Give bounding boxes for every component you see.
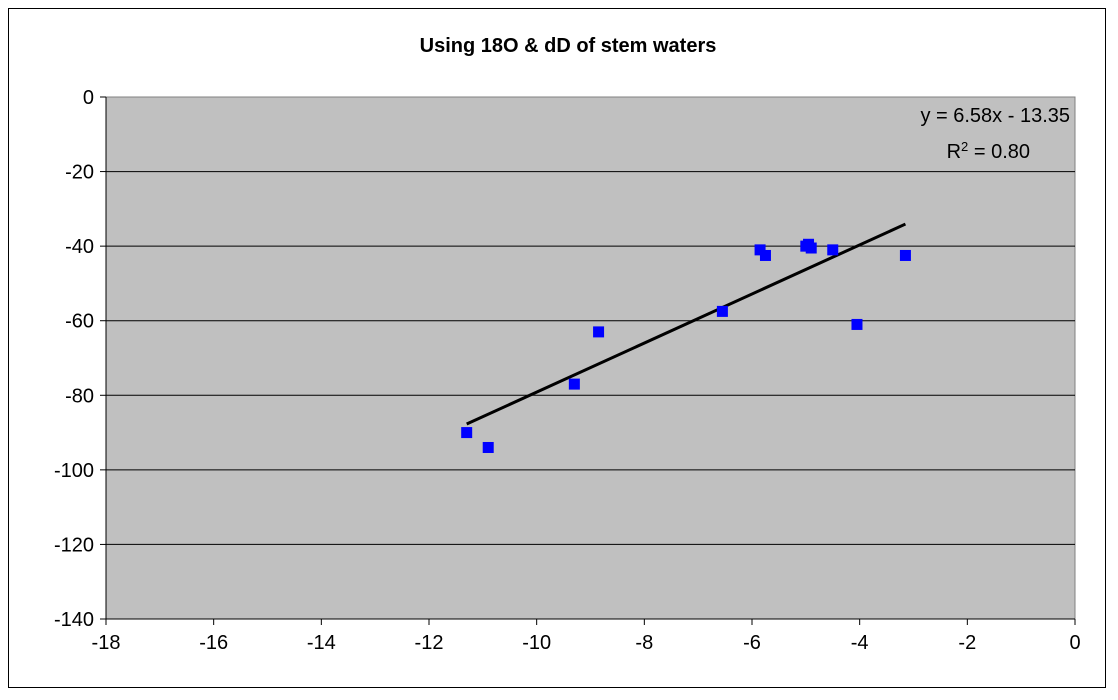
data-point xyxy=(760,250,771,261)
r-squared-symbol: R xyxy=(947,141,961,163)
x-tick-label: -16 xyxy=(199,632,228,654)
data-point xyxy=(717,306,728,317)
data-point xyxy=(900,250,911,261)
trendline-equation: y = 6.58x - 13.35 xyxy=(920,105,1070,127)
x-tick-label: -14 xyxy=(307,632,336,654)
y-axis-ticks: 0 -20 -40 -60 -80 -100 -120 -140 xyxy=(54,87,106,631)
chart-title: Using 18O & dD of stem waters xyxy=(420,35,717,57)
r-squared-value: = 0.80 xyxy=(968,141,1030,163)
x-tick-label: -18 xyxy=(92,632,121,654)
x-tick-label: -4 xyxy=(851,632,869,654)
y-tick-label: 0 xyxy=(83,87,94,109)
data-point xyxy=(851,319,862,330)
x-tick-label: -8 xyxy=(635,632,653,654)
data-point xyxy=(461,427,472,438)
y-tick-label: -40 xyxy=(65,236,94,258)
y-tick-label: -60 xyxy=(65,311,94,333)
y-tick-label: -100 xyxy=(54,460,94,482)
data-point xyxy=(569,379,580,390)
data-point xyxy=(593,326,604,337)
data-point xyxy=(806,243,817,254)
x-tick-label: 0 xyxy=(1069,632,1080,654)
y-tick-label: -120 xyxy=(54,534,94,556)
x-tick-label: -12 xyxy=(415,632,444,654)
x-tick-label: -6 xyxy=(743,632,761,654)
r-squared-superscript: 2 xyxy=(961,139,968,154)
data-point xyxy=(827,244,838,255)
y-tick-label: -80 xyxy=(65,385,94,407)
x-tick-label: -10 xyxy=(522,632,551,654)
x-tick-label: -2 xyxy=(958,632,976,654)
plot-area xyxy=(106,97,1075,619)
x-axis-ticks: -18 -16 -14 -12 -10 -8 -6 -4 -2 0 xyxy=(92,619,1081,654)
r-squared-label: R2 = 0.80 xyxy=(947,139,1030,164)
y-tick-label: -20 xyxy=(65,162,94,184)
y-tick-label: -140 xyxy=(54,609,94,631)
data-point xyxy=(483,442,494,453)
